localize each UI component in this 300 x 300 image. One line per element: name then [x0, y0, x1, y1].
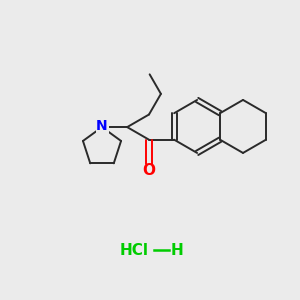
Text: O: O [142, 163, 155, 178]
Text: HCl: HCl [119, 243, 148, 258]
Text: H: H [170, 243, 183, 258]
Text: N: N [96, 119, 108, 133]
